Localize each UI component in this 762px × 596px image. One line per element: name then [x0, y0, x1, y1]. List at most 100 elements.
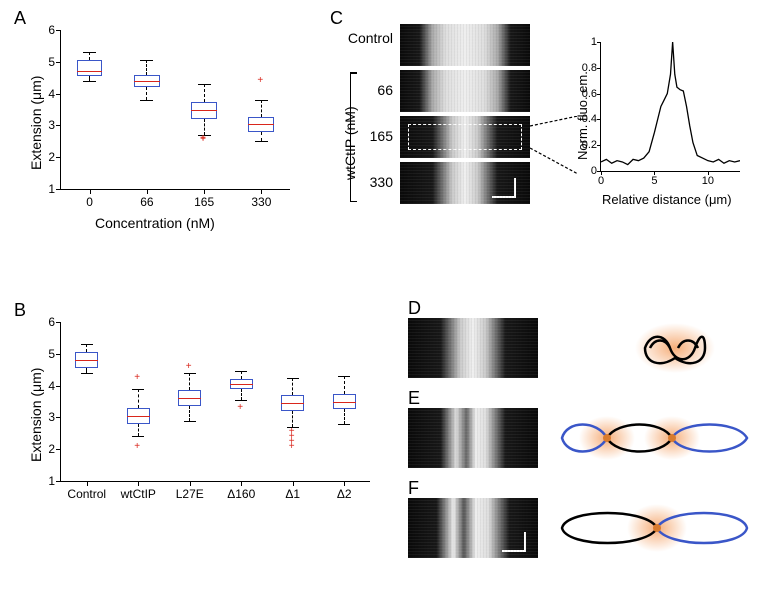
boxplot-outlier: + [200, 136, 206, 142]
ytick-label: 1 [35, 182, 55, 196]
panel-c-micrograph-330 [400, 162, 530, 204]
xtick-label: Δ2 [319, 487, 371, 501]
panel-e-label: E [408, 388, 420, 409]
panel-d-label: D [408, 298, 421, 319]
xtick [601, 171, 602, 175]
boxplot-cap [287, 378, 299, 379]
xtick-label: 66 [118, 195, 175, 209]
boxplot-cap [132, 389, 144, 390]
panel-a-label: A [14, 8, 26, 29]
boxplot-outlier: + [134, 375, 140, 381]
panel-d-diagram [600, 318, 750, 378]
boxplot-whisker [89, 52, 90, 60]
panel-f-diagram [552, 498, 752, 558]
boxplot-cap [235, 371, 247, 372]
boxplot-median [230, 384, 253, 385]
boxplot-outlier: + [134, 444, 140, 450]
panel-c-micrograph-66 [400, 70, 530, 112]
boxplot-whisker [344, 376, 345, 393]
xtick [87, 481, 88, 486]
xtick-label: Δ160 [216, 487, 268, 501]
boxplot-whisker [204, 84, 205, 101]
panel-b-label: B [14, 300, 26, 321]
boxplot-cap [255, 141, 268, 142]
ytick-label: 5 [35, 55, 55, 69]
boxplot-median [134, 81, 160, 82]
boxplot-whisker [241, 371, 242, 379]
scale-bar-vertical [514, 178, 516, 198]
panel-a-xlabel: Concentration (nM) [95, 215, 215, 231]
boxplot-outlier: + [289, 429, 295, 435]
xtick-label: 5 [644, 175, 664, 187]
panel-f-label: F [408, 478, 419, 499]
panel-c-row-label-165: 165 [355, 128, 393, 144]
panel-c-row-label-66: 66 [355, 82, 393, 98]
panel-c-inset-xlabel: Relative distance (μm) [602, 192, 732, 207]
ytick-label: 1 [575, 36, 597, 48]
xtick-label: 330 [233, 195, 290, 209]
boxplot-cap [83, 52, 96, 53]
boxplot-median [333, 402, 356, 403]
ytick [56, 354, 61, 355]
xtick [344, 481, 345, 486]
ytick [56, 386, 61, 387]
boxplot-cap [184, 421, 196, 422]
boxplot-cap [338, 424, 350, 425]
panel-c-row-label-330: 330 [355, 174, 393, 190]
boxplot-median [77, 71, 103, 72]
panel-c-selection-box [408, 124, 522, 150]
xtick [261, 189, 262, 194]
ytick [56, 125, 61, 126]
panel-c-group-label: wtCtIP (nM) [342, 106, 358, 180]
panel-c-micrograph-165 [400, 116, 530, 158]
boxplot-cap [140, 60, 153, 61]
panel-e-diagram [552, 408, 752, 468]
xtick-label: 0 [591, 175, 611, 187]
scale-bar-horizontal [492, 196, 516, 198]
boxplot-cap [140, 100, 153, 101]
panel-f-micrograph [408, 498, 538, 558]
panel-c-row-label-control: Control [335, 30, 393, 46]
xtick [147, 189, 148, 194]
boxplot-cap [255, 100, 268, 101]
xtick-label: L27E [164, 487, 216, 501]
ytick [56, 157, 61, 158]
ytick [56, 481, 61, 482]
inset-line-svg [601, 42, 740, 171]
panel-c-connector [530, 116, 580, 176]
boxplot-whisker [86, 344, 87, 352]
panel-b-ylabel: Extension (μm) [28, 368, 44, 462]
boxplot-whisker [146, 87, 147, 100]
boxplot-cap [81, 373, 93, 374]
xtick [190, 481, 191, 486]
boxplot-cap [235, 400, 247, 401]
inset-line-path [601, 42, 740, 165]
boxplot-cap [83, 81, 96, 82]
boxplot-median [248, 124, 274, 125]
boxplot-whisker [292, 378, 293, 395]
xtick-label: Control [61, 487, 113, 501]
panel-c-inset-chart: 00.20.40.60.810510 [600, 42, 740, 172]
boxplot-whisker [189, 406, 190, 420]
xtick-label: 165 [176, 195, 233, 209]
boxplot-whisker [261, 100, 262, 117]
boxplot-whisker [261, 132, 262, 142]
scale-bar-horizontal [502, 550, 526, 552]
boxplot-whisker [146, 60, 147, 74]
boxplot-median [75, 360, 98, 361]
boxplot-median [127, 416, 150, 417]
xtick-label: Δ1 [267, 487, 319, 501]
panel-c-label: C [330, 8, 343, 29]
boxplot-cap [338, 376, 350, 377]
xtick-label: 10 [698, 175, 718, 187]
boxplot-median [281, 403, 304, 404]
ytick [56, 30, 61, 31]
panel-a-ylabel: Extension (μm) [28, 76, 44, 170]
ytick-label: 6 [35, 23, 55, 37]
xtick-label: 0 [61, 195, 118, 209]
panel-c-inset-ylabel: Norm. fluo. em. [575, 71, 590, 160]
boxplot-outlier: + [257, 78, 263, 84]
boxplot-cap [81, 344, 93, 345]
boxplot-cap [184, 373, 196, 374]
panel-c-micrograph-control [400, 24, 530, 66]
